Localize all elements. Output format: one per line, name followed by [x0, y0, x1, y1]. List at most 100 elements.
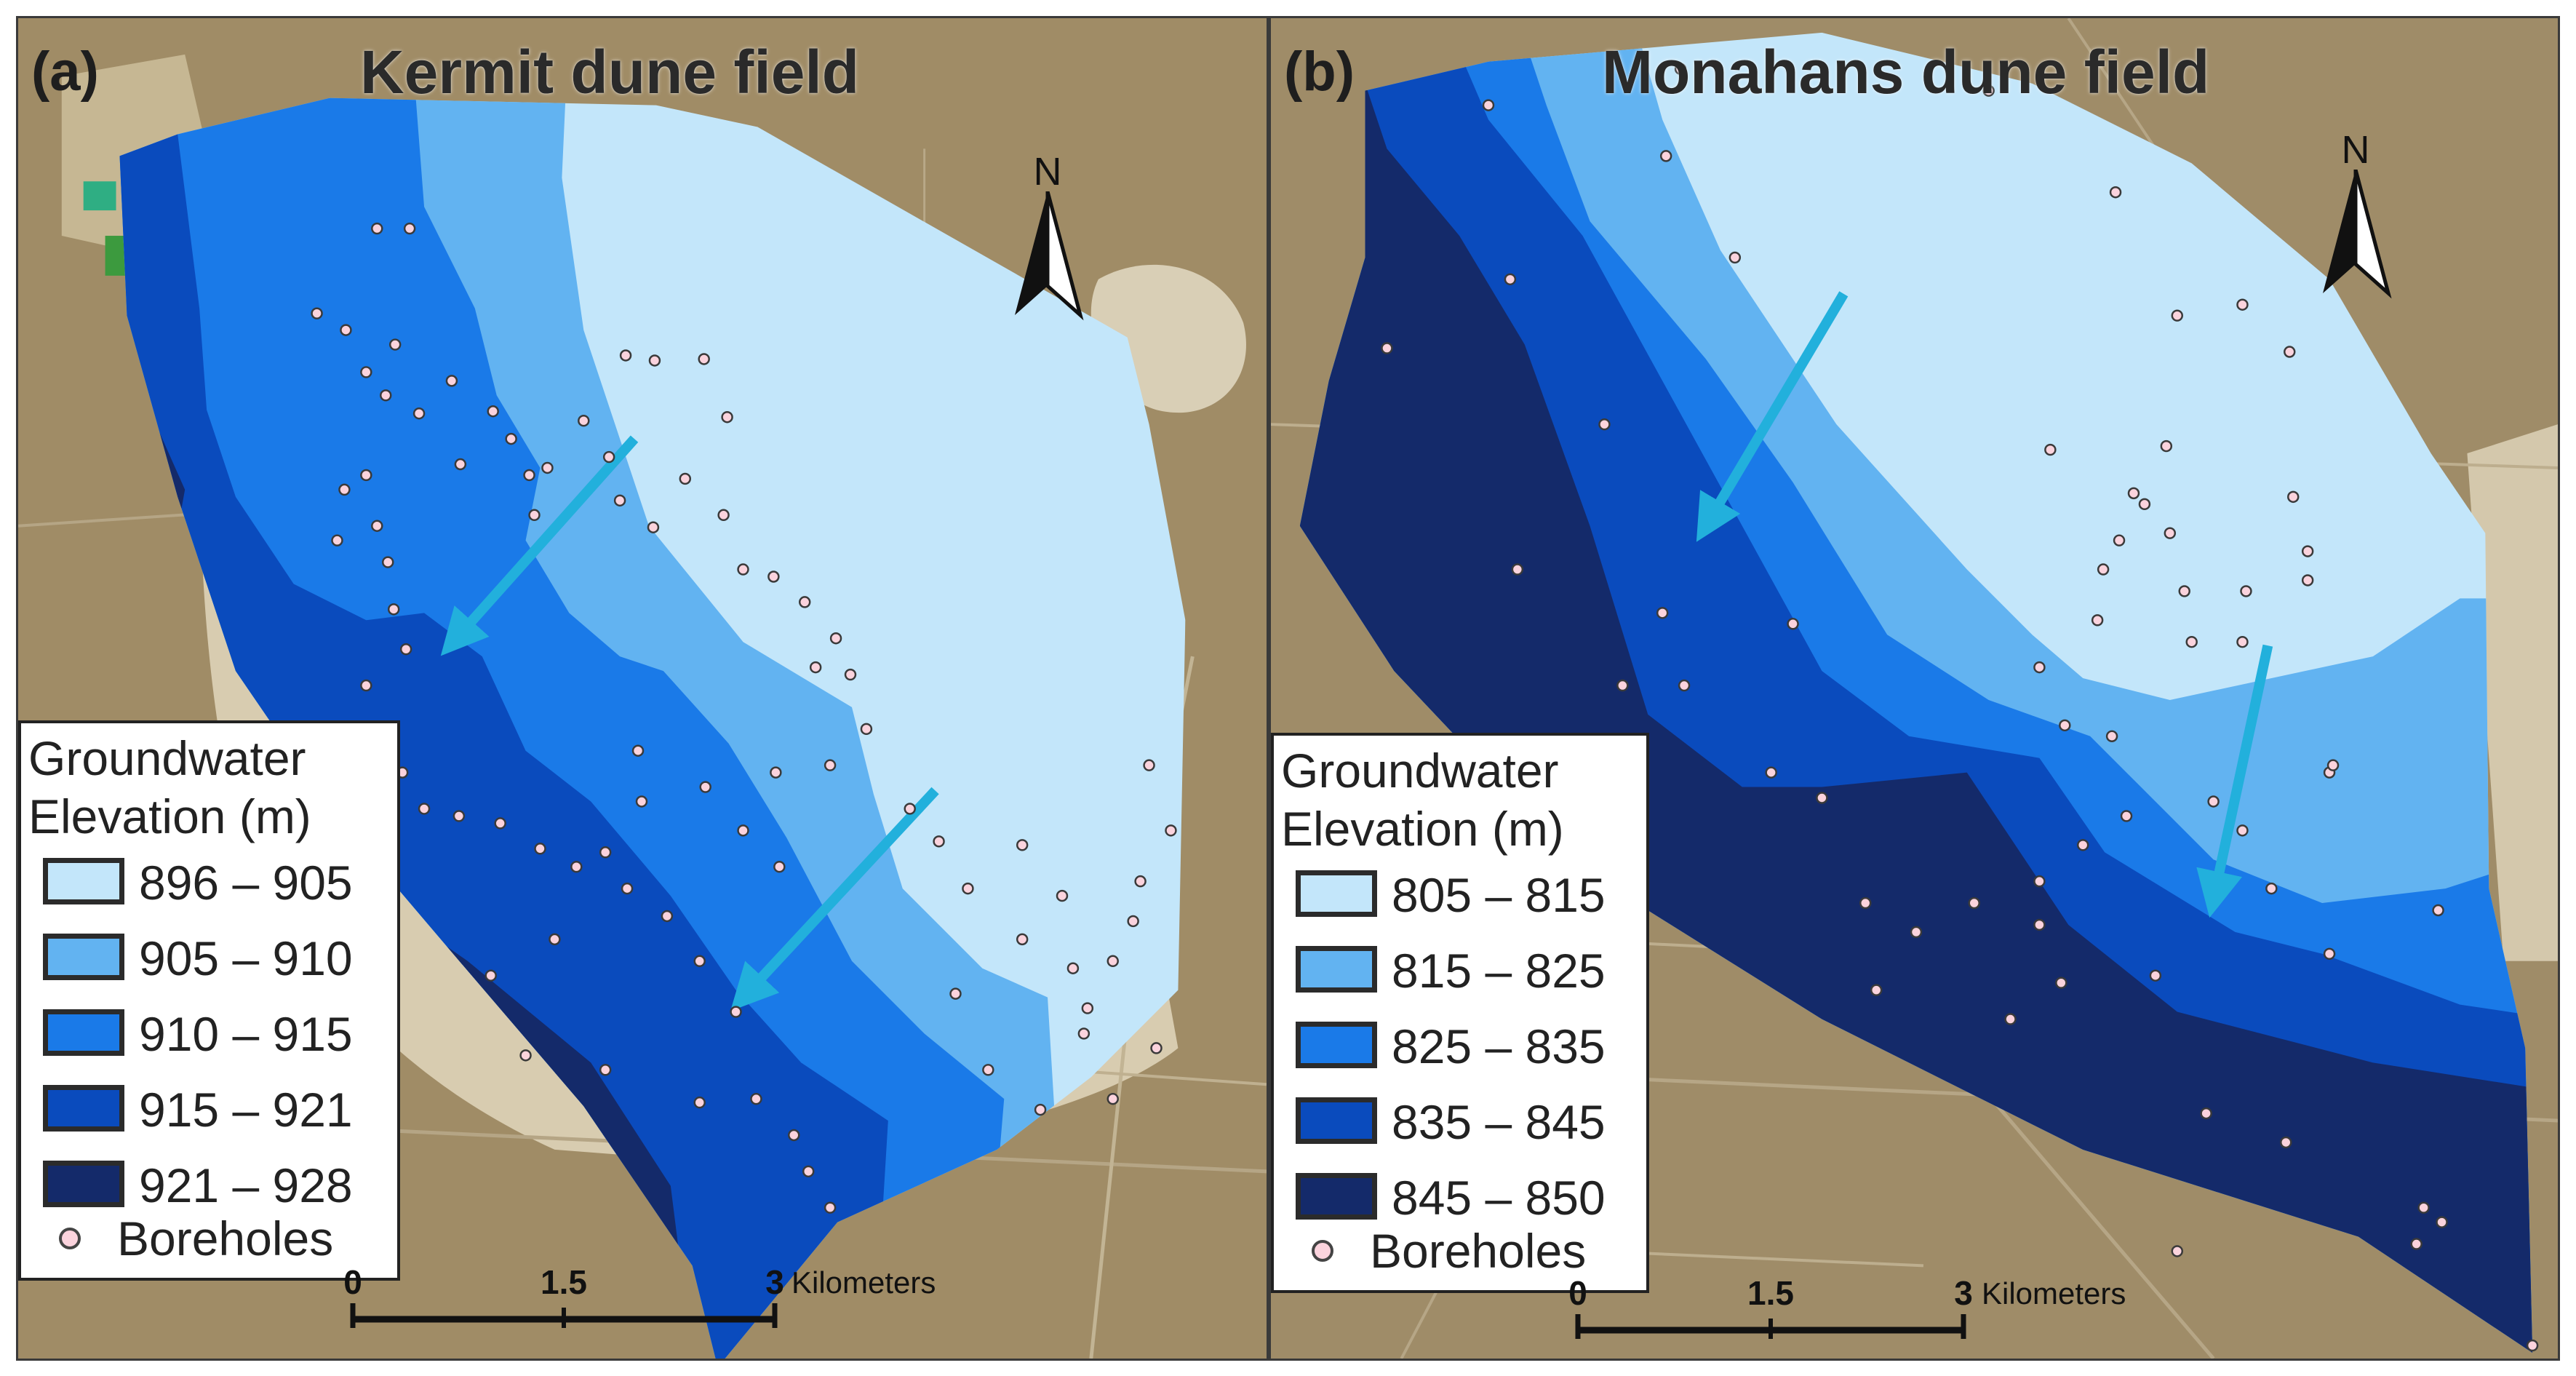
borehole-point: [2113, 534, 2126, 546]
borehole-point: [360, 679, 372, 692]
borehole-point: [523, 469, 535, 482]
scale-unit-label: Kilometers: [791, 1265, 936, 1300]
borehole-point: [1656, 607, 1669, 619]
legend-swatch: [43, 858, 124, 904]
borehole-point: [485, 969, 497, 982]
borehole-point: [1910, 926, 1923, 939]
borehole-point: [2033, 661, 2046, 674]
flow-arrow: [2196, 644, 2273, 918]
flow-arrow: [1696, 291, 1849, 542]
borehole-point: [2097, 563, 2110, 576]
legend-label: 845 – 850: [1392, 1171, 1606, 1225]
borehole-point: [1678, 679, 1691, 692]
borehole-point: [737, 563, 749, 576]
scale-tick-label: 1.5: [1747, 1274, 1794, 1312]
borehole-point: [1016, 933, 1029, 946]
borehole-point: [388, 338, 402, 351]
borehole-points: [1381, 63, 2539, 1352]
map-panel-monahans: (b) Monahans dune field N Groundwater El…: [1269, 16, 2560, 1361]
borehole-icon: [59, 1228, 81, 1249]
borehole-point: [570, 860, 583, 873]
borehole-point: [505, 432, 517, 445]
borehole-point: [2236, 635, 2249, 648]
borehole-point: [860, 723, 873, 736]
legend-label: 825 – 835: [1392, 1019, 1606, 1073]
borehole-point: [360, 469, 372, 482]
borehole-point: [1765, 766, 1777, 779]
borehole-point: [721, 410, 733, 423]
legend-swatch: [1296, 946, 1377, 993]
borehole-point: [621, 882, 634, 895]
borehole-point: [693, 1096, 706, 1109]
borehole-point: [1381, 342, 1393, 354]
borehole-point: [340, 324, 352, 336]
borehole-point: [2323, 947, 2336, 961]
borehole-point: [661, 910, 674, 923]
flow-arrow: [730, 787, 939, 1011]
borehole-point: [2109, 186, 2122, 199]
borehole-point: [1870, 984, 1883, 996]
legend-label: 835 – 845: [1392, 1095, 1606, 1149]
scale-unit-label: Kilometers: [1982, 1276, 2126, 1311]
borehole-point: [770, 766, 782, 779]
borehole-point: [2326, 759, 2340, 771]
borehole-point: [599, 1064, 612, 1076]
borehole-point: [399, 643, 412, 656]
borehole-point: [452, 810, 466, 822]
borehole-point: [331, 534, 343, 546]
north-arrow-icon: [1015, 191, 1084, 321]
map-panel-kermit: (a) Kermit dune field N Groundwater Elev…: [16, 16, 1269, 1361]
borehole-point: [1106, 1092, 1119, 1105]
borehole-point: [549, 933, 561, 946]
borehole-point: [371, 222, 383, 235]
legend-swatch: [43, 934, 124, 980]
borehole-point: [2059, 719, 2071, 732]
legend-swatch: [1296, 1097, 1377, 1144]
borehole-point: [1982, 84, 1995, 97]
borehole-point: [519, 1049, 532, 1062]
borehole-point: [1016, 839, 1029, 851]
legend-label: 905 – 910: [139, 931, 353, 985]
borehole-point: [2178, 585, 2190, 597]
borehole-point: [767, 570, 780, 583]
north-arrow: N: [1008, 149, 1088, 324]
borehole-point: [635, 795, 648, 808]
borehole-point: [2284, 346, 2296, 358]
borehole-point: [1968, 896, 1980, 910]
legend-label: 915 – 921: [139, 1083, 353, 1137]
borehole-point: [2171, 309, 2183, 322]
borehole-point: [2280, 1136, 2292, 1149]
mine-pond: [83, 181, 116, 211]
borehole-point: [2120, 810, 2133, 822]
borehole-point: [2127, 487, 2140, 500]
borehole-point: [788, 1129, 800, 1142]
borehole-point: [2410, 1238, 2423, 1250]
borehole-point: [1504, 273, 1517, 286]
scale-tick-label: 0: [1568, 1274, 1587, 1312]
borehole-point: [2432, 904, 2444, 917]
borehole-point: [730, 1006, 742, 1018]
borehole-point: [445, 375, 458, 387]
scale-bar-graphic: [1575, 1314, 1966, 1339]
borehole-point: [494, 817, 506, 830]
legend-borehole-label: Boreholes: [117, 1212, 334, 1265]
borehole-point: [2033, 875, 2046, 888]
borehole-point: [2185, 635, 2198, 648]
borehole-point: [619, 349, 632, 362]
borehole-point: [454, 458, 467, 471]
legend-label: 896 – 905: [139, 856, 353, 910]
borehole-point: [647, 521, 660, 533]
borehole-point: [1034, 1103, 1047, 1116]
borehole-point: [2004, 1013, 2017, 1025]
borehole-point: [904, 803, 916, 815]
borehole-point: [578, 414, 590, 427]
borehole-point: [2033, 918, 2046, 931]
panel-title: Monahans dune field: [1602, 38, 2210, 106]
legend-label: 805 – 815: [1392, 868, 1606, 922]
borehole-point: [982, 1064, 994, 1076]
scale-tick-label: 0: [343, 1263, 362, 1301]
borehole-point: [528, 509, 541, 521]
legend-title: Groundwater Elevation (m): [28, 731, 311, 843]
borehole-point: [773, 860, 786, 873]
borehole-point: [699, 781, 711, 793]
